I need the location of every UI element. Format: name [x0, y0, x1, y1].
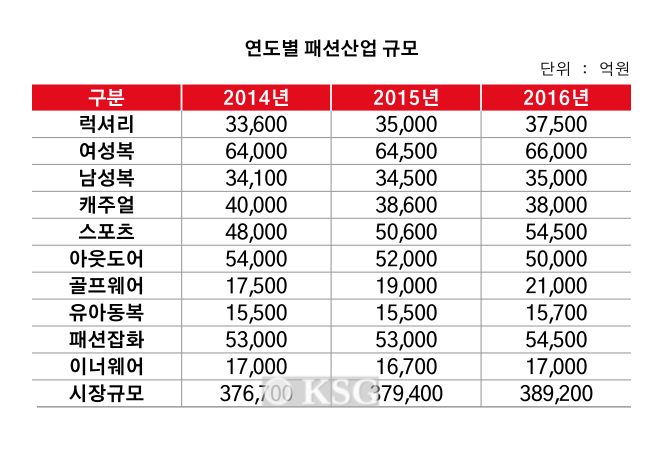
svg-text:KSG: KSG — [302, 372, 380, 413]
svg-text:KSG: KSG — [304, 373, 382, 414]
